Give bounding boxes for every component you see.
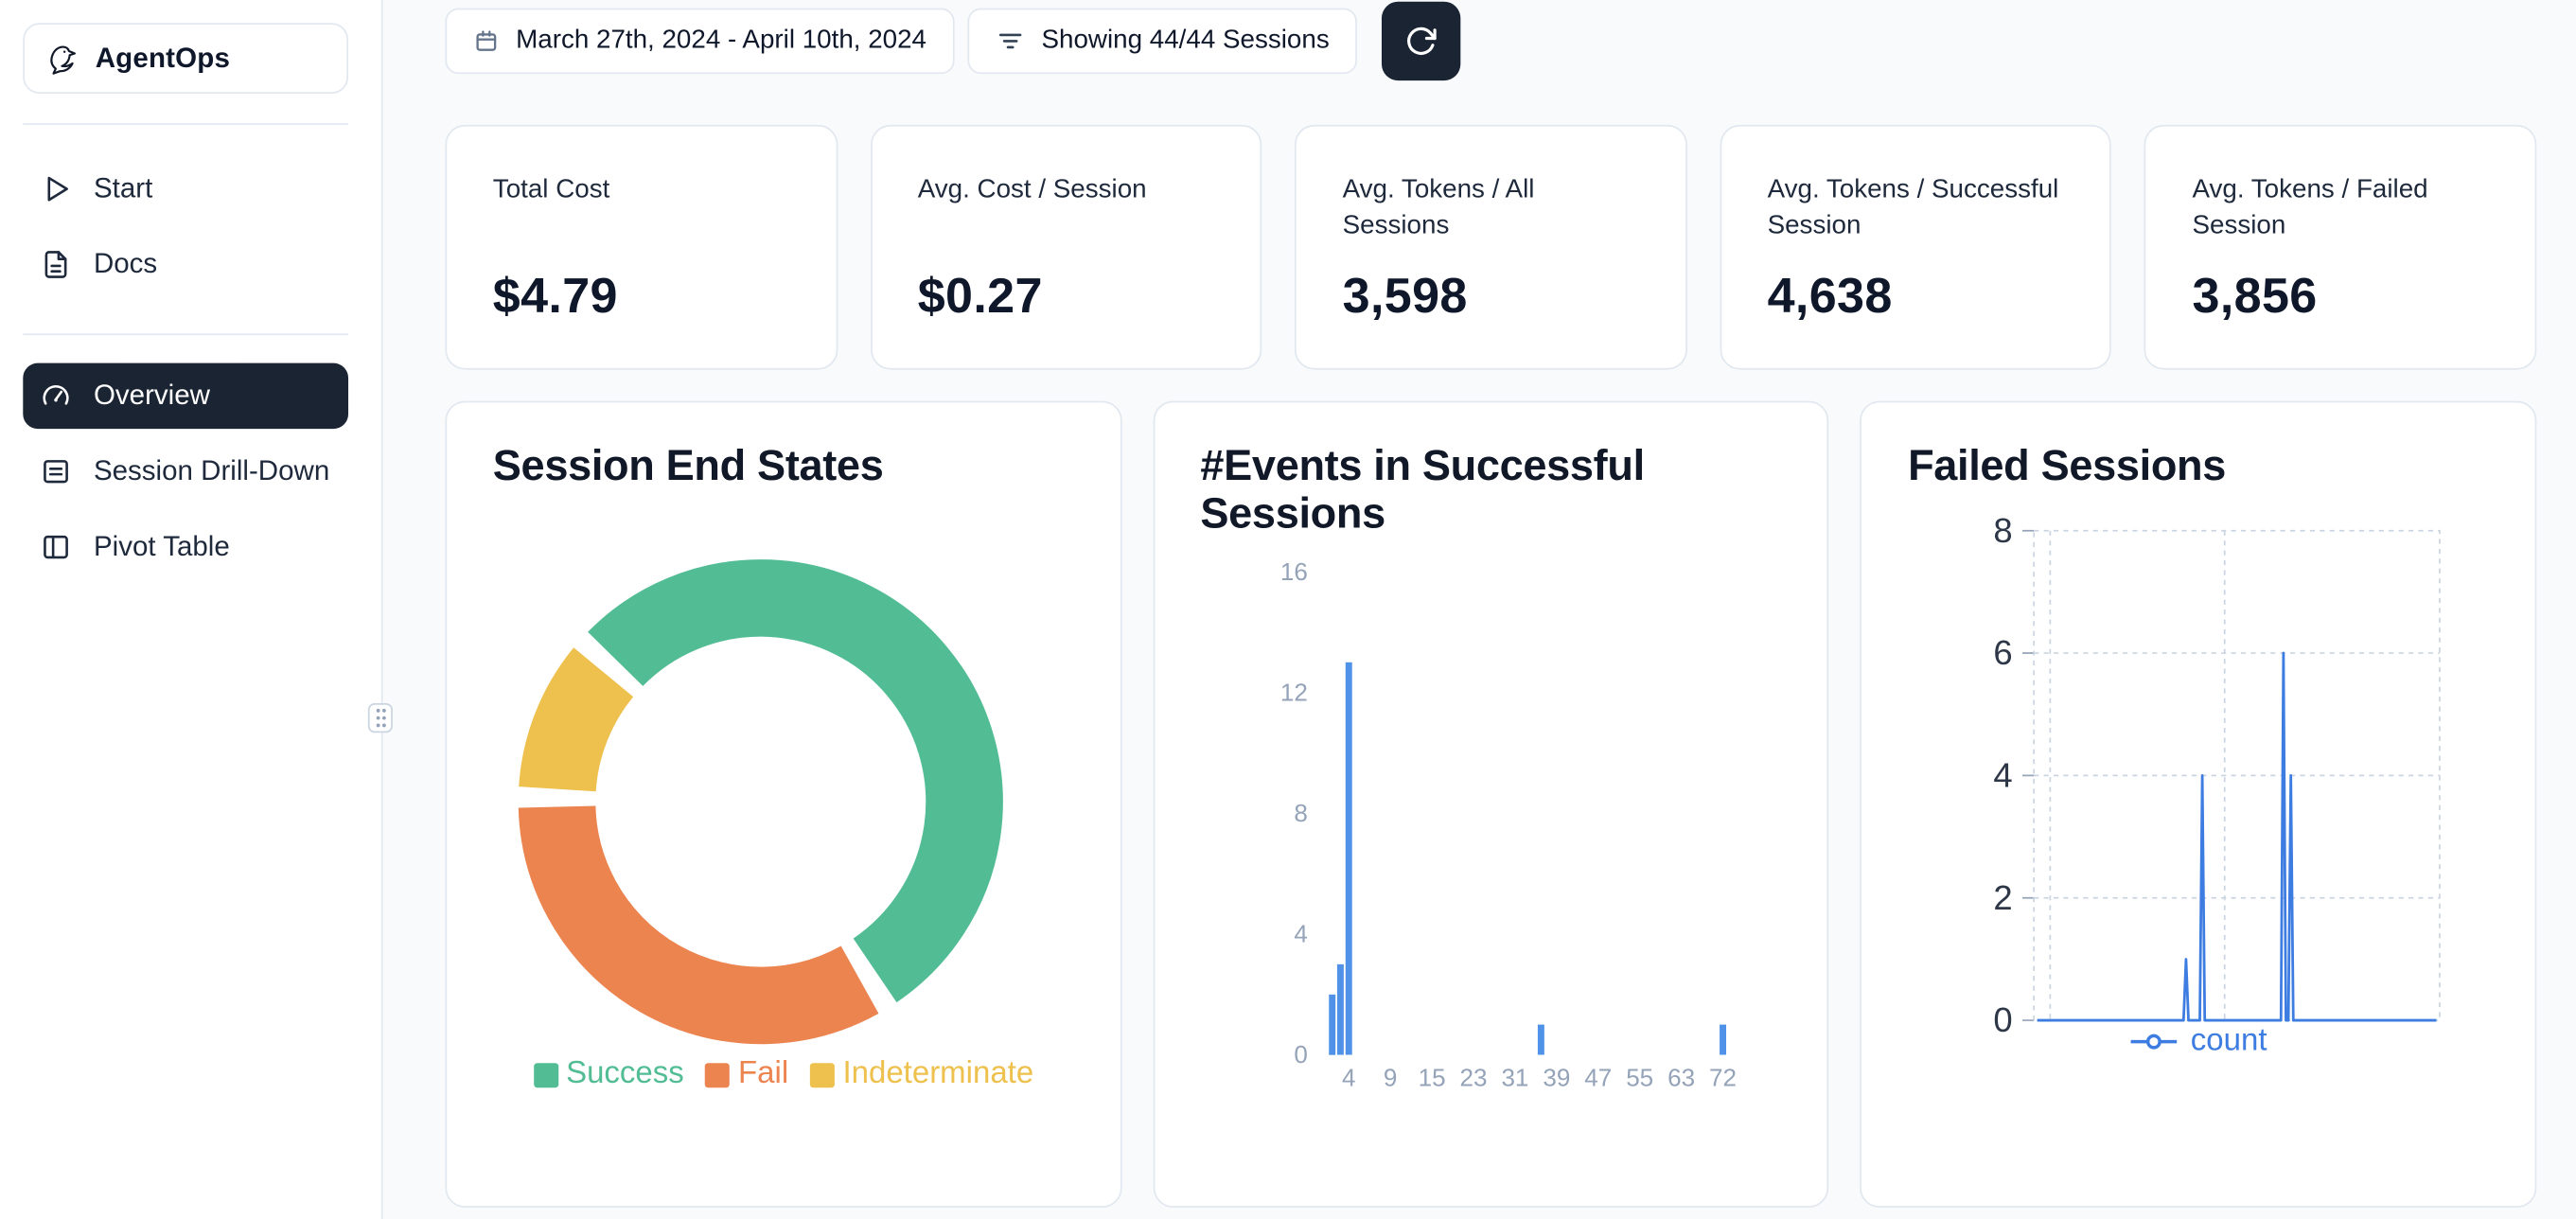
failed-sessions-chart: 0 2 4 6 8 <box>1994 511 2442 1039</box>
sidebar-item-start[interactable]: Start <box>23 156 348 221</box>
sessions-filter-button[interactable]: Showing 44/44 Sessions <box>967 8 1358 75</box>
donut-legend-item: Fail <box>705 1056 788 1092</box>
stat-card-avg-tokens-all: Avg. Tokens / All Sessions 3,598 <box>1295 124 1687 370</box>
bird-logo-icon <box>44 41 80 77</box>
docs-icon <box>44 251 67 278</box>
svg-text:31: 31 <box>1501 1063 1528 1091</box>
filter-icon <box>998 33 1022 49</box>
stat-label: Total Cost <box>492 175 610 204</box>
chart-title: Session End States <box>492 440 884 490</box>
sidebar: AgentOps Start Docs <box>0 0 393 1219</box>
sidebar-item-session-drill-down[interactable]: Session Drill-Down <box>23 439 348 504</box>
stat-value: 4,638 <box>1767 269 1893 324</box>
legend-swatch <box>809 1062 835 1087</box>
sidebar-item-overview[interactable]: Overview <box>23 362 349 430</box>
svg-text:72: 72 <box>1708 1063 1736 1091</box>
svg-text:0: 0 <box>1294 1040 1307 1069</box>
stat-label: Avg. Tokens / All Sessions <box>1342 175 1535 241</box>
session-end-states-card: Session End States Success Fail Indeterm… <box>445 400 1122 1208</box>
stat-card-avg-tokens-successful: Avg. Tokens / Successful Session 4,638 <box>1720 124 2112 370</box>
sidebar-divider <box>23 333 349 336</box>
svg-text:55: 55 <box>1626 1063 1653 1091</box>
svg-text:2: 2 <box>1994 878 2013 917</box>
stat-value: 3,598 <box>1342 269 1468 324</box>
sidebar-top-nav: Start Docs <box>23 156 348 297</box>
refresh-icon <box>1407 26 1437 55</box>
app-logo-box: AgentOps <box>23 23 349 94</box>
stat-label: Avg. Tokens / Failed Session <box>2192 175 2428 241</box>
calendar-icon <box>476 30 497 51</box>
count-legend-marker <box>2131 1034 2178 1050</box>
donut-legend-item: Indeterminate <box>809 1056 1034 1092</box>
sidebar-divider <box>23 123 349 125</box>
legend-label: Success <box>566 1056 684 1091</box>
play-icon <box>47 176 68 202</box>
sidebar-item-docs[interactable]: Docs <box>23 232 348 297</box>
svg-text:4: 4 <box>1994 756 2013 795</box>
svg-text:16: 16 <box>1279 557 1307 586</box>
donut-legend-item: Success <box>533 1056 684 1092</box>
chart-title: Failed Sessions <box>1908 440 2227 490</box>
stat-label: Avg. Tokens / Successful Session <box>1767 175 2059 241</box>
donut-legend: Success Fail Indeterminate <box>447 1056 1120 1092</box>
count-legend-label: count <box>2190 1023 2267 1058</box>
svg-text:23: 23 <box>1459 1063 1487 1091</box>
sidebar-item-label: Pivot Table <box>93 530 230 562</box>
legend-swatch <box>705 1062 731 1087</box>
sidebar-main-nav: Overview Session Drill-Down Pivot Table <box>23 362 349 580</box>
gauge-icon <box>43 384 69 405</box>
legend-label: Fail <box>738 1056 789 1091</box>
sessions-icon <box>44 460 68 484</box>
chart-title: #Events in Successful Sessions <box>1200 440 1645 538</box>
stat-card-total-cost: Total Cost $4.79 <box>445 124 838 370</box>
svg-text:9: 9 <box>1383 1063 1396 1091</box>
stat-value: $4.79 <box>492 269 618 324</box>
sessions-filter-label: Showing 44/44 Sessions <box>1041 26 1330 55</box>
sidebar-item-label: Docs <box>93 248 158 280</box>
charts-row: Session End States Success Fail Indeterm… <box>445 400 2537 1208</box>
stat-label: Avg. Cost / Session <box>917 175 1147 204</box>
sidebar-item-label: Session Drill-Down <box>93 454 330 486</box>
app-title: AgentOps <box>95 42 231 74</box>
svg-text:4: 4 <box>1341 1063 1354 1091</box>
failed-sessions-card: Failed Sessions 0 2 4 6 8 count <box>1860 400 2537 1208</box>
sidebar-item-label: Overview <box>93 380 210 411</box>
svg-text:4: 4 <box>1294 920 1307 948</box>
svg-text:63: 63 <box>1667 1063 1695 1091</box>
date-range-button[interactable]: March 27th, 2024 - April 10th, 2024 <box>445 8 955 75</box>
stat-value: $0.27 <box>917 269 1043 324</box>
svg-text:8: 8 <box>1994 511 2013 550</box>
svg-text:39: 39 <box>1543 1063 1570 1091</box>
svg-text:47: 47 <box>1584 1063 1612 1091</box>
legend-swatch <box>533 1062 558 1087</box>
svg-text:8: 8 <box>1294 799 1307 827</box>
stat-value: 3,856 <box>2192 269 2318 324</box>
refresh-button[interactable] <box>1382 1 1461 81</box>
toolbar: March 27th, 2024 - April 10th, 2024 Show… <box>445 1 2536 81</box>
failed-sessions-legend[interactable]: count <box>1861 1024 2534 1060</box>
svg-text:15: 15 <box>1418 1063 1445 1091</box>
events-histogram: 0 4 8 12 16 4 9 15 23 31 39 47 55 63 72 <box>1279 557 1736 1092</box>
svg-text:6: 6 <box>1994 633 2013 672</box>
main-content: March 27th, 2024 - April 10th, 2024 Show… <box>382 0 2576 1219</box>
svg-text:0: 0 <box>1994 1000 2013 1039</box>
legend-label: Indeterminate <box>842 1056 1034 1091</box>
drag-dots-icon <box>375 708 385 728</box>
svg-text:12: 12 <box>1279 678 1307 706</box>
stat-card-avg-cost-session: Avg. Cost / Session $0.27 <box>870 124 1262 370</box>
session-end-states-donut <box>518 559 1003 1045</box>
sidebar-resize-handle[interactable] <box>367 703 393 733</box>
stats-row: Total Cost $4.79 Avg. Cost / Session $0.… <box>445 124 2537 370</box>
events-histogram-card: #Events in Successful Sessions 0 4 8 12 16 4 9… <box>1153 400 1829 1208</box>
sidebar-item-pivot-table[interactable]: Pivot Table <box>23 514 348 579</box>
pivot-icon <box>44 535 68 559</box>
date-range-label: March 27th, 2024 - April 10th, 2024 <box>516 26 926 55</box>
stat-card-avg-tokens-failed: Avg. Tokens / Failed Session 3,856 <box>2144 124 2537 370</box>
sidebar-item-label: Start <box>93 172 153 204</box>
